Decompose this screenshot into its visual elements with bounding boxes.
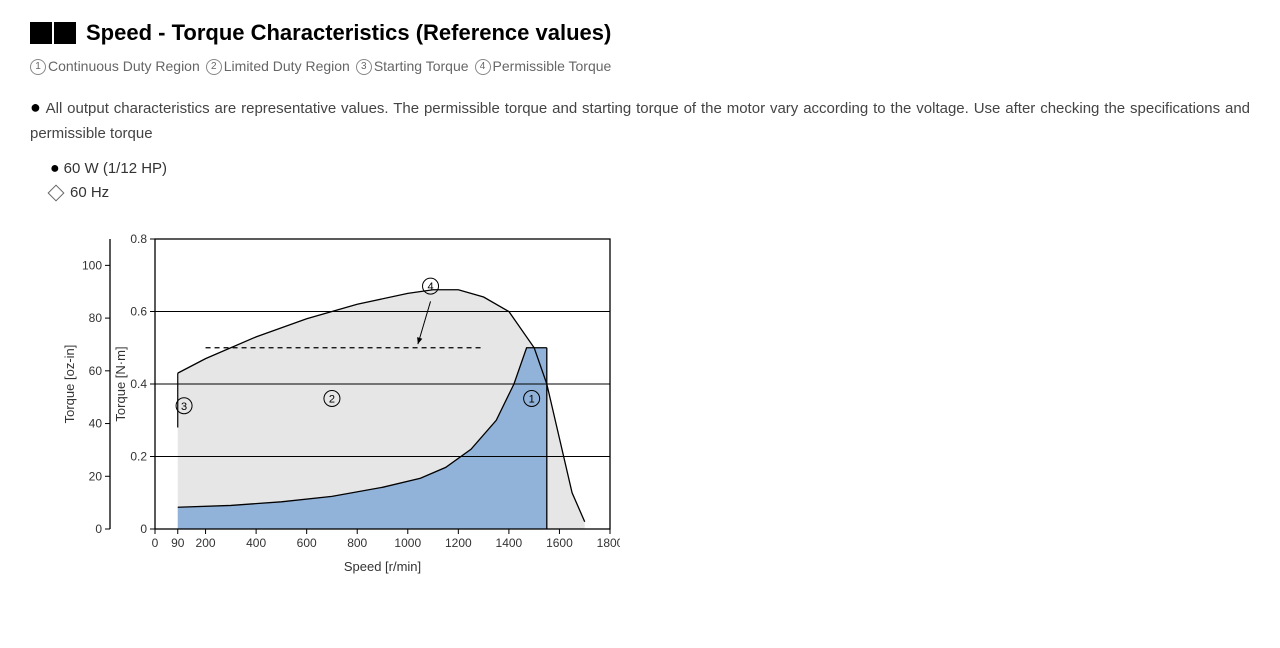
power-rating: ●60 W (1/12 HP) bbox=[50, 160, 1250, 178]
svg-text:800: 800 bbox=[347, 536, 367, 550]
legend-item-2: 2Limited Duty Region bbox=[206, 58, 350, 74]
note-body: All output characteristics are represent… bbox=[30, 100, 1250, 142]
svg-text:Torque [N·m]: Torque [N·m] bbox=[113, 347, 128, 422]
svg-text:90: 90 bbox=[171, 536, 185, 550]
svg-text:0: 0 bbox=[152, 536, 159, 550]
note-text: ●All output characteristics are represen… bbox=[30, 93, 1250, 146]
svg-text:2: 2 bbox=[329, 394, 335, 406]
svg-text:1: 1 bbox=[529, 394, 535, 406]
svg-text:0: 0 bbox=[140, 522, 147, 536]
power-label: 60 W (1/12 HP) bbox=[64, 160, 167, 177]
svg-text:0.6: 0.6 bbox=[130, 305, 147, 319]
svg-text:Speed [r/min]: Speed [r/min] bbox=[344, 559, 421, 574]
svg-text:0: 0 bbox=[95, 522, 102, 536]
svg-text:20: 20 bbox=[89, 469, 103, 483]
freq-label: 60 Hz bbox=[70, 184, 109, 201]
svg-text:1600: 1600 bbox=[546, 536, 573, 550]
svg-text:4: 4 bbox=[427, 281, 433, 293]
svg-text:100: 100 bbox=[82, 258, 102, 272]
svg-text:60: 60 bbox=[89, 364, 103, 378]
legend-item-3: 3Starting Torque bbox=[356, 58, 469, 74]
svg-text:80: 80 bbox=[89, 311, 103, 325]
svg-text:40: 40 bbox=[89, 417, 103, 431]
svg-text:Torque [oz-in]: Torque [oz-in] bbox=[62, 345, 77, 424]
svg-text:600: 600 bbox=[297, 536, 317, 550]
svg-text:3: 3 bbox=[181, 401, 187, 413]
svg-text:1400: 1400 bbox=[496, 536, 523, 550]
legend-item-4: 4Permissible Torque bbox=[475, 58, 612, 74]
svg-text:0.4: 0.4 bbox=[130, 377, 147, 391]
header-squares-icon bbox=[30, 22, 76, 44]
svg-text:1200: 1200 bbox=[445, 536, 472, 550]
svg-text:0.2: 0.2 bbox=[130, 450, 147, 464]
svg-text:0.8: 0.8 bbox=[130, 232, 147, 246]
section-header: Speed - Torque Characteristics (Referenc… bbox=[30, 20, 1250, 46]
svg-text:1000: 1000 bbox=[394, 536, 421, 550]
svg-text:1800: 1800 bbox=[597, 536, 620, 550]
section-title: Speed - Torque Characteristics (Referenc… bbox=[86, 20, 611, 46]
svg-text:200: 200 bbox=[196, 536, 216, 550]
legend-item-1: 1Continuous Duty Region bbox=[30, 58, 200, 74]
speed-torque-chart: 0902004006008001000120014001600180000.20… bbox=[60, 219, 1250, 579]
svg-text:400: 400 bbox=[246, 536, 266, 550]
frequency: 60 Hz bbox=[50, 184, 1250, 201]
legend-row: 1Continuous Duty Region 2Limited Duty Reg… bbox=[30, 58, 1250, 75]
diamond-icon bbox=[48, 185, 65, 202]
